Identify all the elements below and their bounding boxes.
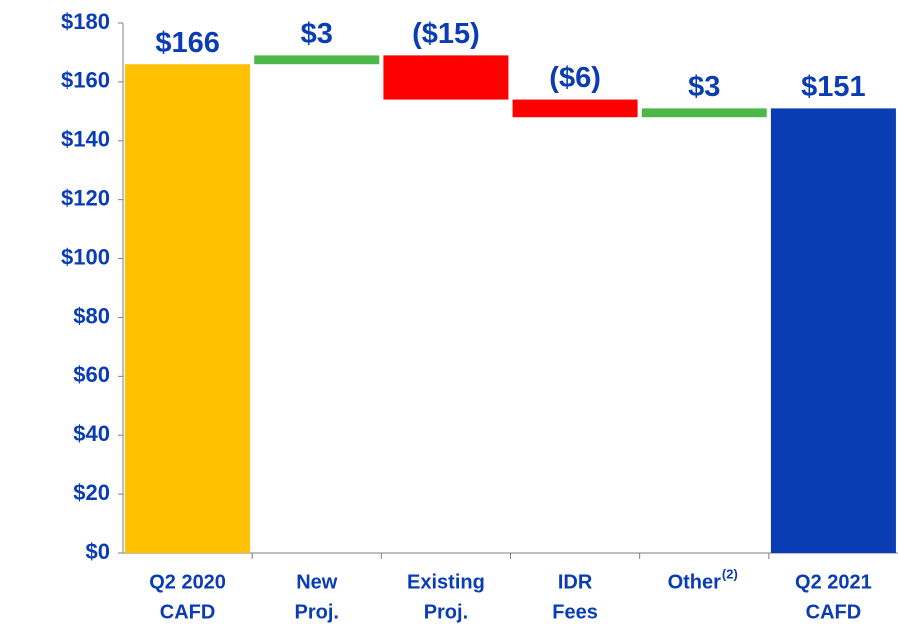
y-tick-label: $100: [61, 244, 110, 269]
x-tick-label: IDR: [558, 571, 593, 593]
bar: [125, 64, 251, 553]
bar: [770, 108, 896, 553]
bar: [254, 55, 380, 65]
x-tick-label: Fees: [552, 601, 598, 623]
y-tick-label: $40: [73, 421, 110, 446]
x-tick-label: Proj.: [295, 601, 339, 623]
y-tick-label: $60: [73, 362, 110, 387]
x-tick-superscript: (2): [722, 566, 738, 581]
y-tick-label: $0: [86, 539, 110, 564]
x-tick-label: CAFD: [160, 601, 216, 623]
bar: [512, 99, 638, 118]
y-tick-label: $20: [73, 480, 110, 505]
x-tick-label: Q2 2021: [795, 571, 872, 593]
x-tick-label: CAFD: [806, 601, 862, 623]
value-label: ($6): [549, 62, 601, 94]
bar: [641, 108, 767, 118]
y-tick-label: $120: [61, 185, 110, 210]
bar: [383, 55, 509, 100]
y-tick-label: $140: [61, 127, 110, 152]
x-tick-label: Q2 2020: [149, 571, 226, 593]
x-tick-label: Existing: [407, 571, 485, 593]
value-label: ($15): [412, 18, 480, 50]
x-tick-label: Other: [668, 571, 722, 593]
y-tick-label: $180: [61, 9, 110, 34]
value-label: $3: [688, 71, 720, 103]
x-tick-label: New: [296, 571, 338, 593]
value-label: $151: [801, 71, 866, 103]
value-label: $3: [301, 18, 333, 50]
value-label: $166: [155, 27, 220, 59]
y-tick-label: $160: [61, 68, 110, 93]
y-tick-label: $80: [73, 303, 110, 328]
x-tick-label: Proj.: [424, 601, 468, 623]
